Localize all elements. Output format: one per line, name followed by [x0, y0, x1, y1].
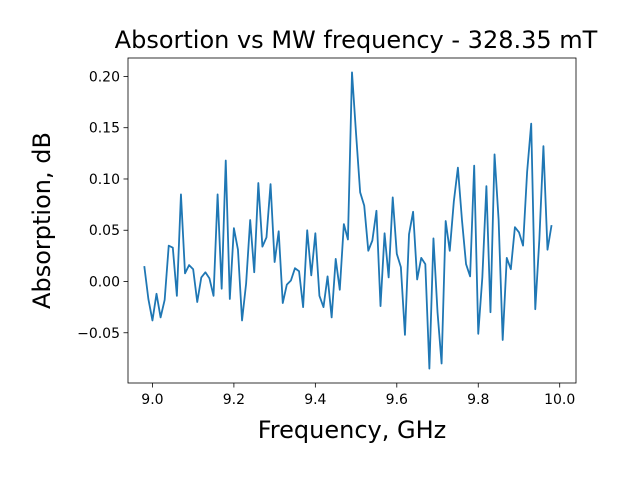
x-axis-label: Frequency, GHz [258, 416, 446, 444]
y-tick-label: −0.05 [77, 326, 120, 342]
y-tick-label: 0.15 [89, 121, 120, 137]
chart-title: Absortion vs MW frequency - 328.35 mT [115, 26, 598, 54]
x-tick-label: 10.0 [544, 392, 575, 408]
x-tick-label: 9.0 [141, 392, 163, 408]
y-tick-label: 0.05 [89, 223, 120, 239]
y-axis-label: Absorption, dB [28, 132, 56, 309]
y-tick-label: 0.20 [89, 69, 120, 85]
x-tick-label: 9.4 [304, 392, 326, 408]
series-line [143, 71, 553, 370]
y-tick-label: 0.00 [89, 275, 120, 291]
x-tick-label: 9.2 [223, 392, 245, 408]
x-tick-label: 9.6 [386, 392, 408, 408]
series-group [143, 71, 553, 370]
y-axis: −0.05 0.00 0.05 0.10 0.15 0.20 [77, 69, 128, 342]
x-axis: 9.0 9.2 9.4 9.6 9.8 10.0 [141, 383, 575, 408]
y-tick-label: 0.10 [89, 172, 120, 188]
x-tick-label: 9.8 [467, 392, 489, 408]
plot-area-frame [127, 57, 577, 384]
